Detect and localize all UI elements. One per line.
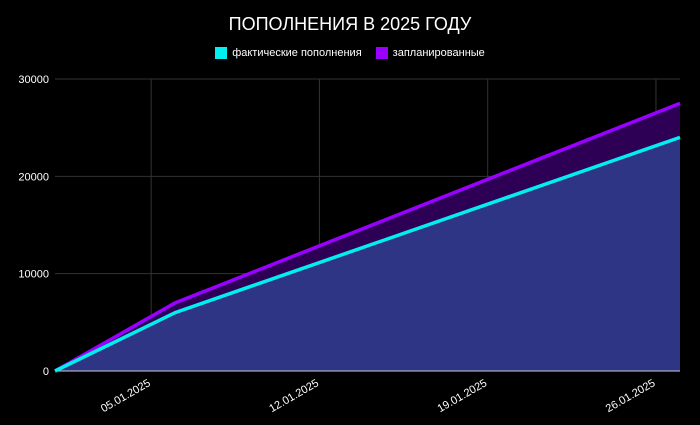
legend-item-planned[interactable]: запланированные	[375, 47, 485, 59]
legend-swatch-actual	[215, 47, 228, 59]
planned-area	[55, 103, 680, 371]
y-tick-label: 30000	[18, 74, 49, 86]
chart-title: ПОПОЛНЕНИЯ В 2025 ГОДУ	[228, 14, 472, 34]
actual-area	[55, 137, 680, 371]
legend-item-actual[interactable]: фактические пополнения	[215, 47, 362, 59]
y-tick-label: 0	[43, 366, 49, 378]
planned-line	[54, 101, 681, 373]
x-tick-label: 12.01.2025	[267, 377, 321, 415]
actual-line	[54, 135, 681, 373]
legend-swatch-planned	[375, 47, 388, 59]
legend: фактические пополнения запланированные	[0, 47, 700, 59]
x-tick-label: 19.01.2025	[436, 377, 490, 415]
x-tick-label: 05.01.2025	[99, 377, 153, 415]
x-tick-label: 26.01.2025	[604, 377, 658, 415]
legend-label-actual: фактические пополнения	[232, 47, 362, 59]
y-tick-label: 20000	[18, 171, 49, 183]
legend-label-planned: запланированные	[392, 47, 485, 59]
y-tick-label: 10000	[18, 269, 49, 281]
